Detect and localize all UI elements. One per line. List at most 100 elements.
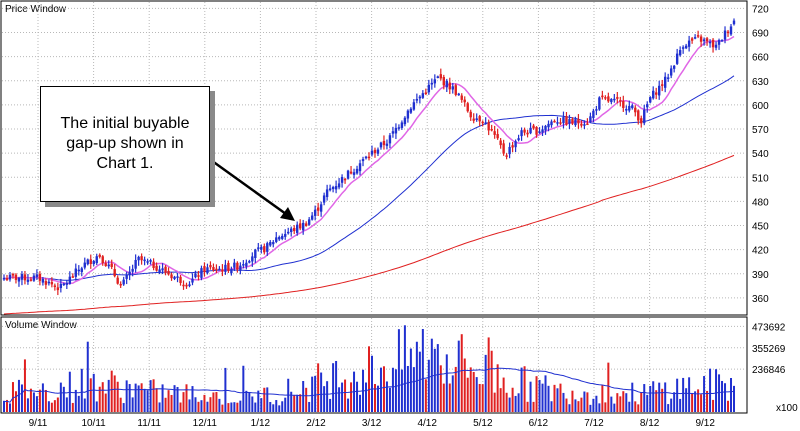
price-bar-body <box>400 122 404 128</box>
volume-bar <box>206 401 209 412</box>
volume-bar <box>5 399 8 412</box>
volume-bar <box>218 398 221 412</box>
volume-bar <box>188 399 191 412</box>
price-bar-body <box>729 26 733 35</box>
volume-bar <box>688 377 691 412</box>
price-bar-body <box>322 195 326 203</box>
price-bar-body <box>622 101 625 108</box>
volume-bar <box>397 329 400 412</box>
price-bar-body <box>702 39 706 42</box>
price-bar-body <box>134 259 137 269</box>
volume-bar <box>388 387 391 412</box>
price-tick-label: 600 <box>752 101 769 112</box>
price-bar-body <box>44 281 48 285</box>
volume-bar <box>59 382 62 412</box>
price-bar-body <box>544 125 547 131</box>
volume-bar <box>550 401 553 412</box>
volume-bar <box>347 398 350 412</box>
price-bar-body <box>457 93 460 96</box>
price-tick-label: 480 <box>752 197 769 208</box>
volume-bars <box>3 325 735 412</box>
price-bar-body <box>209 265 212 268</box>
price-bar-body <box>14 274 18 280</box>
price-bar-body <box>445 80 448 88</box>
price-bar-body <box>370 150 374 155</box>
volume-bar <box>691 392 694 412</box>
price-bar-body <box>493 131 496 135</box>
volume-ma-path <box>3 367 735 403</box>
price-bar-body <box>496 134 499 139</box>
price-bar-body <box>5 278 9 280</box>
volume-bar <box>526 401 529 412</box>
volume-bar <box>335 360 338 412</box>
price-bar-body <box>35 274 39 277</box>
date-tick-label: 7/12 <box>584 418 604 429</box>
volume-bar <box>421 329 424 412</box>
volume-bar <box>35 396 38 412</box>
volume-bar <box>649 385 652 412</box>
volume-bar <box>227 403 230 412</box>
price-bar-body <box>53 285 57 288</box>
volume-bar <box>589 404 592 412</box>
price-bar-body <box>59 283 63 289</box>
price-bar-body <box>152 261 155 268</box>
volume-bar <box>376 385 379 412</box>
price-bar-body <box>541 129 544 133</box>
volume-bar <box>619 396 622 412</box>
price-bar-body <box>11 274 15 276</box>
price-bar-body <box>643 109 646 124</box>
volume-bar <box>700 394 703 412</box>
price-bar-body <box>200 268 203 278</box>
volume-bar <box>155 388 158 412</box>
price-bar-body <box>50 282 54 285</box>
volume-bar <box>634 401 637 412</box>
volume-bar <box>71 402 74 412</box>
price-bar-body <box>29 279 33 281</box>
date-tick-label: 8/12 <box>640 418 660 429</box>
volume-y-axis: 236846 355269 473692 <box>752 322 786 376</box>
price-bar-body <box>179 276 182 283</box>
volume-bar <box>490 350 493 412</box>
price-bar-body <box>80 268 83 273</box>
volume-bar <box>194 397 197 412</box>
price-tick-label: 630 <box>752 77 769 88</box>
volume-bar <box>245 390 248 412</box>
price-bar-body <box>472 118 475 121</box>
volume-bar <box>23 359 26 412</box>
price-bar-body <box>38 273 42 281</box>
price-bar-body <box>194 273 197 278</box>
price-bar-body <box>469 111 472 118</box>
volume-bar <box>113 375 116 412</box>
volume-bar <box>601 385 604 412</box>
volume-bar <box>415 341 418 412</box>
volume-bar <box>293 395 296 412</box>
volume-bar <box>302 381 305 412</box>
price-bar-body <box>284 233 287 237</box>
volume-bar <box>445 354 448 412</box>
price-bar-body <box>675 53 679 64</box>
price-bar-body <box>601 95 604 98</box>
price-bar-body <box>92 260 95 265</box>
volume-bar <box>74 389 77 412</box>
ma-200-line <box>3 154 735 315</box>
price-bar-body <box>388 135 392 144</box>
volume-bar <box>140 383 143 412</box>
price-bar-body <box>678 50 682 56</box>
volume-bar <box>427 359 430 412</box>
volume-bar <box>47 401 50 412</box>
price-bar-body <box>89 259 92 265</box>
price-bar-body <box>705 38 709 42</box>
price-bar-body <box>430 82 434 85</box>
volume-bar <box>3 400 5 412</box>
volume-bar <box>359 394 362 412</box>
volume-bar <box>547 385 550 412</box>
volume-bar <box>466 377 469 412</box>
volume-bar <box>556 388 559 412</box>
annotation-callout: The initial buyable gap-up shown in Char… <box>40 86 210 202</box>
price-bar-body <box>113 269 116 277</box>
date-tick-label: 6/12 <box>529 418 549 429</box>
price-bar-body <box>215 268 218 271</box>
volume-bar <box>637 404 640 412</box>
price-bar-body <box>334 186 338 190</box>
